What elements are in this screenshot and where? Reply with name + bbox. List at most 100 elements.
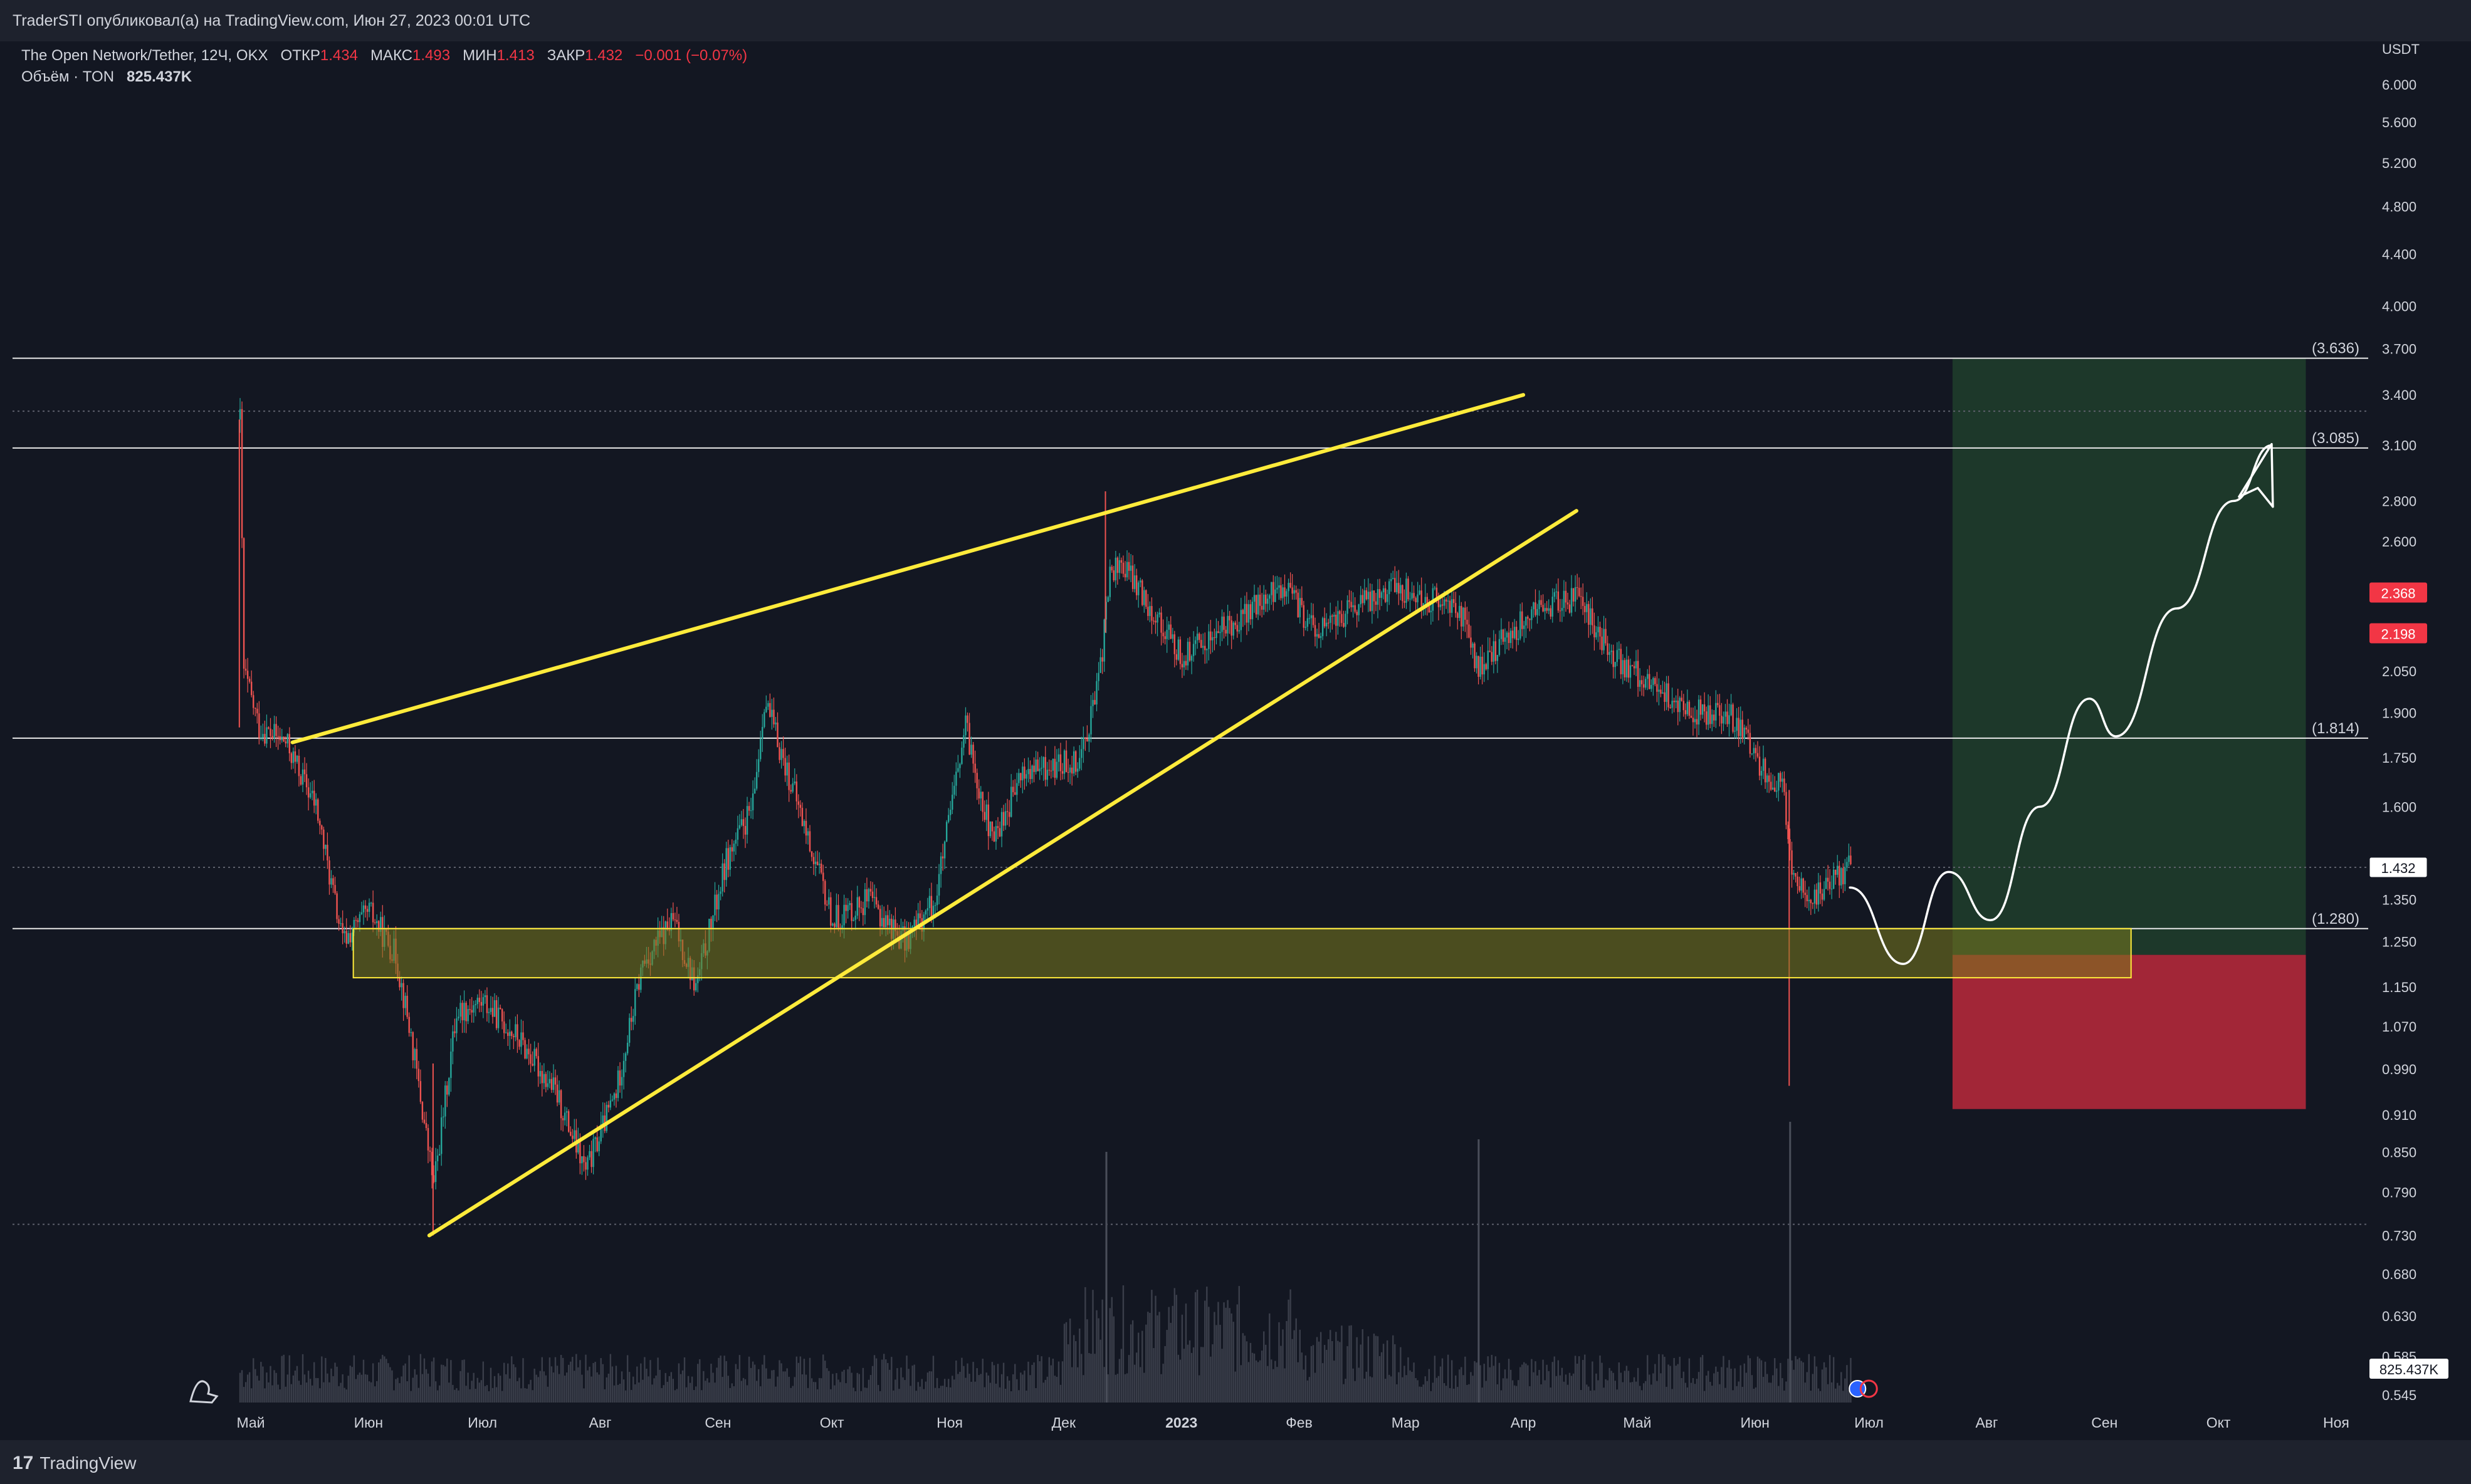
candle-body	[1417, 594, 1419, 603]
candle-body	[434, 1161, 437, 1183]
volume-bar	[1561, 1367, 1563, 1403]
volume-bar	[478, 1382, 480, 1403]
volume-bar	[1375, 1335, 1377, 1403]
volume-bar	[467, 1372, 469, 1403]
candle-body	[1225, 629, 1227, 634]
tradingview-brand[interactable]: 17 TradingView	[13, 1453, 136, 1474]
volume-bar	[917, 1382, 919, 1403]
candle-body	[1208, 631, 1210, 649]
candle-body	[1010, 786, 1012, 817]
candle-body	[323, 829, 325, 849]
volume-bar	[790, 1387, 792, 1403]
candle-body	[926, 907, 929, 911]
candle-body	[1428, 604, 1430, 612]
volume-bar	[550, 1366, 553, 1403]
candle-body	[773, 709, 775, 724]
candle-body	[814, 861, 817, 864]
candle-body	[1164, 636, 1166, 639]
candle-body	[1523, 625, 1525, 629]
trendline-1[interactable]	[427, 509, 1578, 1238]
candle-body	[1202, 645, 1204, 648]
candle-body	[862, 908, 864, 916]
candle-body	[266, 727, 268, 744]
volume-bar	[1806, 1372, 1808, 1403]
candle-body	[1192, 644, 1195, 656]
candle-body	[1079, 758, 1081, 769]
candle-body	[344, 931, 345, 934]
candle-body	[1443, 599, 1445, 606]
candle-body	[1126, 562, 1128, 578]
candle-body	[1437, 597, 1440, 607]
volume-bar	[1204, 1300, 1206, 1403]
candle-body	[1476, 656, 1477, 669]
event-marker-icon[interactable]	[1859, 1379, 1878, 1398]
candle-body	[1413, 593, 1415, 598]
candle-body	[1673, 701, 1675, 703]
candle-body	[1723, 716, 1724, 724]
candle-body	[1177, 639, 1180, 660]
high-value: 1.493	[412, 47, 451, 64]
candle-body	[554, 1077, 557, 1085]
volume-bar	[461, 1360, 463, 1403]
candle-body	[1677, 700, 1679, 713]
candle-body	[560, 1090, 562, 1119]
volume-bar	[631, 1389, 632, 1403]
trendline-0[interactable]	[290, 393, 1526, 745]
volume-bar	[1443, 1382, 1445, 1403]
support-zone[interactable]	[352, 927, 2132, 979]
volume-bar	[526, 1388, 528, 1403]
candle-body	[1498, 639, 1501, 656]
candle-body	[1141, 580, 1143, 605]
candle-body	[748, 806, 750, 811]
volume-bar	[703, 1371, 705, 1403]
candle-body	[1234, 622, 1236, 625]
candle-body	[1343, 623, 1345, 627]
volume-bar	[1022, 1374, 1024, 1403]
volume-bar	[1303, 1369, 1305, 1403]
volume-bar	[402, 1365, 404, 1403]
candle-body	[1812, 903, 1814, 904]
volume-bar	[246, 1374, 249, 1403]
candle-body	[812, 857, 815, 864]
candle-body	[925, 910, 927, 915]
volume-bar	[1065, 1322, 1068, 1403]
volume-bar	[360, 1374, 363, 1403]
volume-bar	[1815, 1366, 1818, 1403]
volume-bar	[1572, 1373, 1575, 1403]
volume-bar	[266, 1372, 268, 1403]
y-tick-label-0: 6.000	[2382, 77, 2416, 93]
volume-bar	[720, 1356, 721, 1403]
volume-bar	[1607, 1380, 1608, 1403]
candle-body	[486, 995, 488, 1013]
candle-body	[1529, 619, 1531, 620]
volume-bar	[1506, 1378, 1508, 1403]
candle-body	[1031, 765, 1033, 780]
candle-body	[1109, 567, 1111, 597]
candle-body	[1791, 850, 1793, 875]
volume-bar	[699, 1359, 701, 1403]
candle-body	[1172, 634, 1173, 639]
volume-bar	[1708, 1371, 1709, 1403]
volume-bar	[795, 1356, 798, 1403]
candle-body	[744, 826, 747, 835]
volume-bar	[1825, 1367, 1827, 1403]
volume-bar	[1227, 1300, 1229, 1403]
volume-bar	[1692, 1377, 1694, 1403]
volume-bar	[1728, 1360, 1730, 1403]
candle-body	[1614, 662, 1616, 667]
candle-body	[239, 409, 241, 420]
volume-bar	[475, 1389, 476, 1403]
forecast-path[interactable]	[1849, 444, 2273, 965]
y-tick-label-19: 1.250	[2382, 934, 2416, 949]
volume-bar	[1483, 1364, 1485, 1403]
volume-bar	[397, 1377, 399, 1403]
candle-body	[421, 1102, 424, 1120]
candle-body	[520, 1032, 522, 1047]
volume-bar	[1240, 1365, 1242, 1403]
candle-body	[1128, 562, 1130, 571]
volume-bar	[1223, 1302, 1225, 1403]
candle-body	[828, 897, 830, 905]
candle-body	[1403, 601, 1405, 603]
candle-body	[856, 897, 858, 916]
